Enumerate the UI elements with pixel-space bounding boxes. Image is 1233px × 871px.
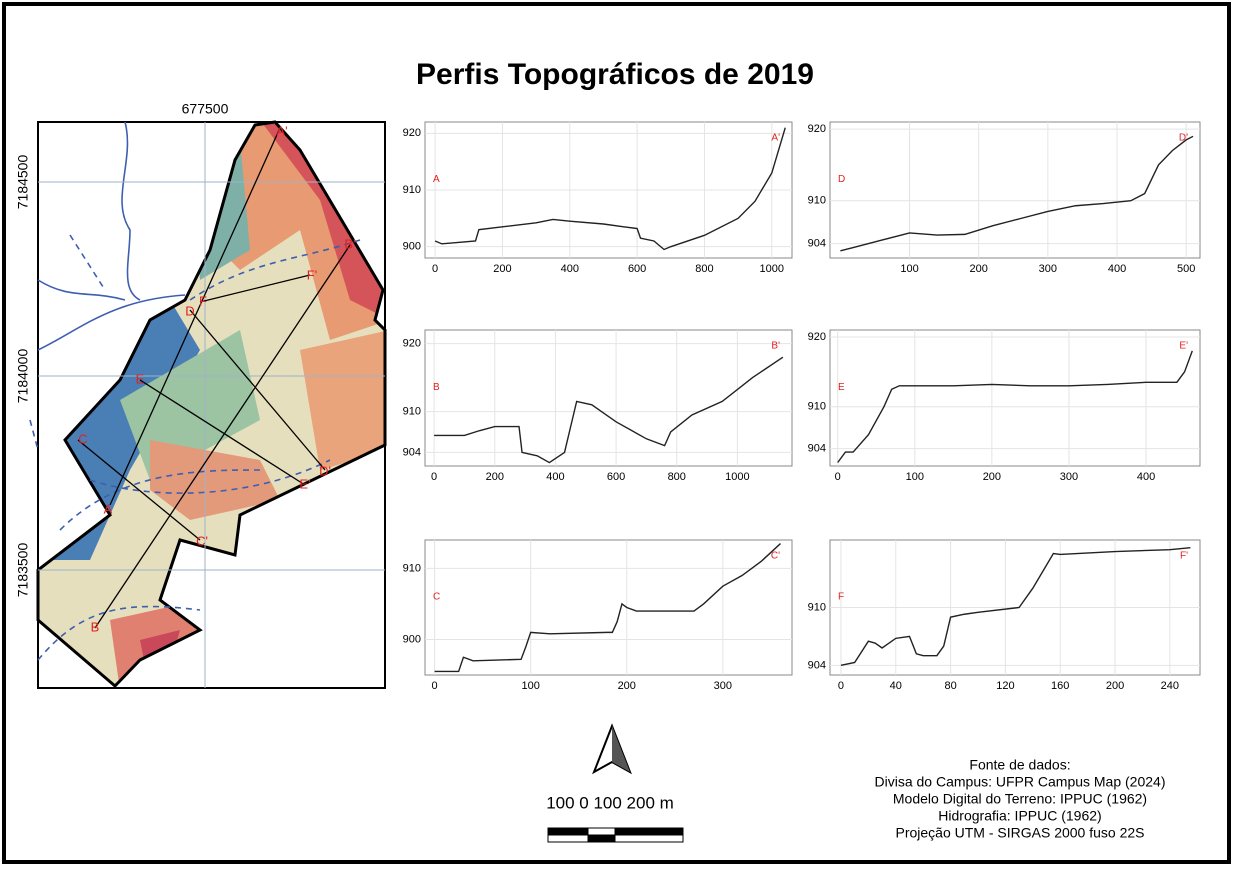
- source-line: Projeção UTM - SIRGAS 2000 fuso 22S: [896, 825, 1145, 841]
- profile-label: C: [78, 431, 87, 446]
- x-tick-label: 600: [607, 471, 625, 483]
- profile-label: F: [199, 293, 207, 308]
- x-tick-label: 800: [668, 471, 686, 483]
- plot-area: [830, 122, 1200, 258]
- x-tick-label: 100: [900, 263, 918, 275]
- x-tick-label: 0: [432, 680, 438, 692]
- y-tick-label: 910: [808, 401, 826, 413]
- profile-label: E: [136, 371, 145, 386]
- x-tick-label: 400: [546, 471, 564, 483]
- map-y-label: 7184000: [15, 349, 31, 404]
- start-label: B: [433, 382, 440, 393]
- y-tick-label: 904: [808, 238, 826, 250]
- map-y-label: 7183500: [15, 543, 31, 598]
- map-y-label: 7184500: [15, 155, 31, 210]
- start-label: C: [433, 591, 440, 602]
- y-tick-label: 900: [403, 241, 421, 253]
- profile-label: D: [185, 303, 194, 318]
- x-tick-label: 240: [1161, 680, 1179, 692]
- source-line: Modelo Digital do Terreno: IPPUC (1962): [893, 791, 1147, 807]
- x-tick-label: 200: [1106, 680, 1124, 692]
- x-tick-label: 600: [628, 263, 646, 275]
- x-tick-label: 200: [493, 263, 511, 275]
- profile-label: A: [104, 501, 113, 516]
- profile-label: A': [276, 123, 287, 138]
- x-tick-label: 200: [970, 263, 988, 275]
- x-tick-label: 0: [838, 680, 844, 692]
- x-tick-label: 160: [1051, 680, 1069, 692]
- x-tick-label: 0: [431, 471, 437, 483]
- x-tick-label: 200: [618, 680, 636, 692]
- y-tick-label: 920: [808, 123, 826, 135]
- profile-label: D': [319, 463, 331, 478]
- x-tick-label: 300: [714, 680, 732, 692]
- x-tick-label: 0: [432, 263, 438, 275]
- x-tick-label: 500: [1177, 263, 1195, 275]
- profile-label: F': [307, 267, 317, 282]
- scale-bar: [548, 828, 683, 842]
- y-tick-label: 920: [403, 127, 421, 139]
- x-tick-label: 200: [486, 471, 504, 483]
- end-label: F': [1180, 551, 1188, 562]
- source-line: Fonte de dados:: [969, 757, 1070, 773]
- x-tick-label: 400: [1137, 471, 1155, 483]
- x-tick-label: 300: [1060, 471, 1078, 483]
- y-tick-label: 900: [403, 633, 421, 645]
- profile-label: B': [344, 236, 355, 251]
- x-tick-label: 400: [1108, 263, 1126, 275]
- x-tick-label: 1000: [760, 263, 784, 275]
- y-tick-label: 910: [403, 562, 421, 574]
- plot-area: [425, 540, 792, 675]
- x-tick-label: 120: [996, 680, 1014, 692]
- source-line: Hidrografia: IPPUC (1962): [938, 808, 1101, 824]
- x-tick-label: 80: [944, 680, 956, 692]
- end-label: C': [771, 551, 780, 562]
- x-tick-label: 400: [561, 263, 579, 275]
- y-tick-label: 904: [808, 442, 826, 454]
- profile-label: E': [299, 476, 310, 491]
- start-label: D: [838, 174, 845, 185]
- y-tick-label: 910: [403, 406, 421, 418]
- start-label: E: [838, 382, 845, 393]
- x-tick-label: 300: [1039, 263, 1057, 275]
- start-label: F: [838, 591, 844, 602]
- end-label: E': [1179, 341, 1188, 352]
- profile-label: C': [196, 533, 208, 548]
- y-tick-label: 910: [808, 195, 826, 207]
- y-tick-label: 904: [808, 659, 826, 671]
- x-tick-label: 1000: [725, 471, 749, 483]
- x-tick-label: 200: [983, 471, 1001, 483]
- y-tick-label: 920: [403, 338, 421, 350]
- end-label: A': [771, 133, 780, 144]
- y-tick-label: 904: [403, 446, 421, 458]
- y-tick-label: 910: [808, 601, 826, 613]
- plot-area: [830, 330, 1200, 466]
- x-tick-label: 0: [835, 471, 841, 483]
- source-line: Divisa do Campus: UFPR Campus Map (2024): [875, 774, 1166, 790]
- x-tick-label: 40: [890, 680, 902, 692]
- scale-label: 100 0 100 200 m: [546, 793, 674, 812]
- start-label: A: [433, 174, 440, 185]
- x-tick-label: 800: [695, 263, 713, 275]
- y-tick-label: 920: [808, 331, 826, 343]
- end-label: D': [1179, 133, 1188, 144]
- title: Perfis Topográficos de 2019: [416, 58, 814, 91]
- y-tick-label: 910: [403, 184, 421, 196]
- x-tick-label: 100: [906, 471, 924, 483]
- x-tick-label: 100: [522, 680, 540, 692]
- map-x-label: 677500: [182, 101, 229, 117]
- map-layout: Perfis Topográficos de 2019: [0, 0, 1233, 866]
- end-label: B': [771, 341, 780, 352]
- map: 677500: [30, 101, 390, 690]
- profile-label: B: [91, 619, 100, 634]
